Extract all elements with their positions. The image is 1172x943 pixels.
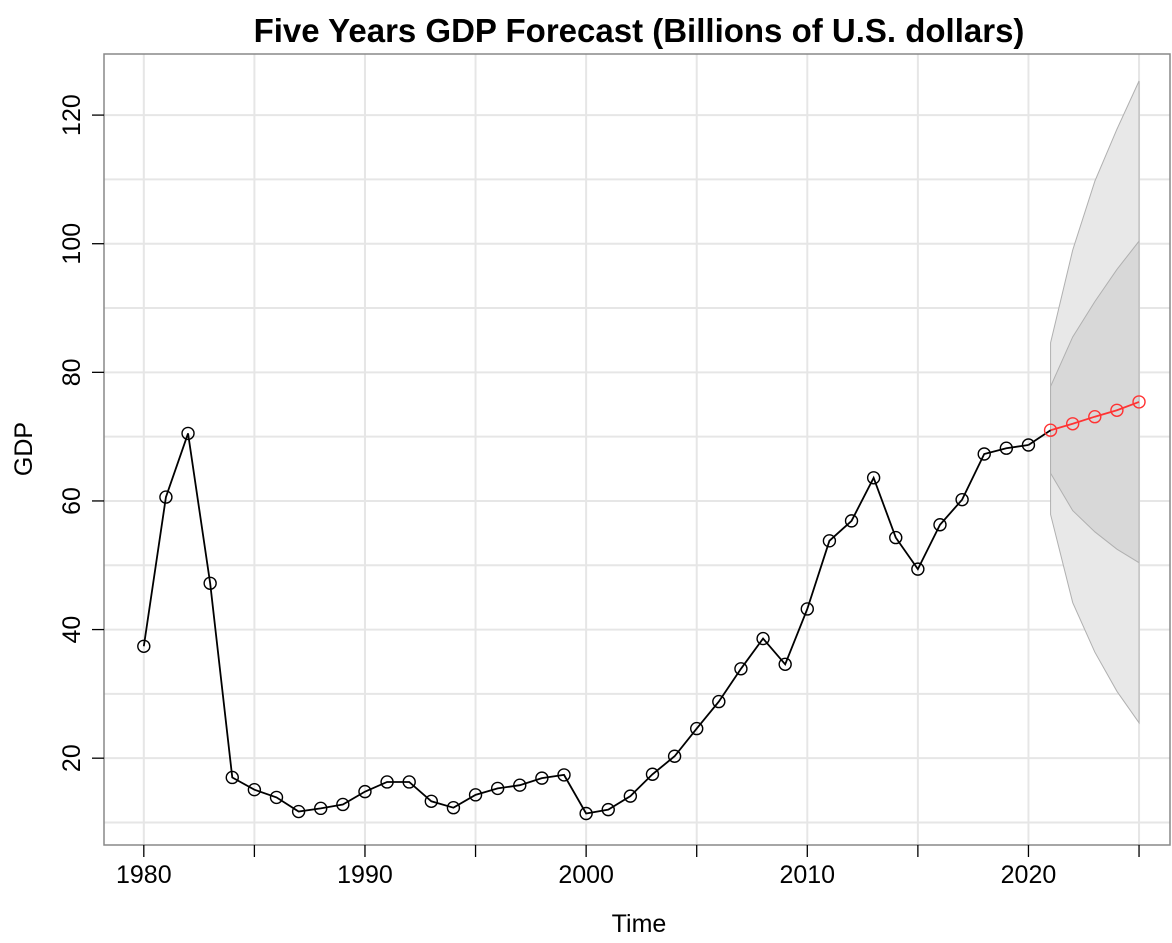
observed-point-1984	[225, 770, 239, 785]
observed-point-2003	[645, 767, 660, 781]
observed-point-2015	[911, 562, 925, 576]
observed-point-1996	[490, 781, 505, 796]
observed-point-1992	[402, 775, 416, 789]
observed-point-1988	[314, 801, 328, 816]
observed-point-2001	[601, 802, 615, 817]
observed-point-2000	[579, 806, 593, 821]
forecast-connector	[1027, 429, 1052, 446]
chart-title: Five Years GDP Forecast (Billions of U.S…	[254, 12, 1025, 49]
observed-point-2013	[866, 471, 881, 485]
observed-point-1994	[446, 801, 461, 815]
observed-point-2018	[977, 447, 991, 461]
observed-point-2005	[690, 721, 704, 736]
grid	[104, 54, 1170, 845]
forecast-point-2024	[1110, 403, 1124, 417]
observed-point-1993	[424, 794, 439, 808]
observed-point-2014	[889, 530, 903, 545]
y-tick-label-60: 60	[58, 487, 86, 515]
observed-point-2011	[822, 534, 837, 548]
observed-point-1983	[203, 576, 217, 590]
x-tick-label-2000: 2000	[558, 861, 614, 889]
observed-point-2012	[844, 514, 859, 528]
y-tick-label-40: 40	[58, 616, 86, 644]
forecast-point-2021	[1043, 423, 1058, 437]
y-tick-label-20: 20	[58, 744, 86, 772]
observed-point-2008	[756, 631, 770, 646]
x-axis: 1980 1990 2000 2010 2020	[116, 845, 1140, 889]
y-axis: 20 40 60 80 100 120	[58, 94, 104, 772]
observed-point-1981	[159, 490, 173, 504]
series-line-observed	[142, 433, 1029, 815]
observed-point-1995	[468, 788, 483, 802]
forecast-bands	[1050, 80, 1140, 725]
observed-point-1991	[380, 775, 394, 789]
y-axis-label: GDP	[10, 422, 38, 476]
x-tick-label-2010: 2010	[779, 861, 835, 889]
observed-point-2009	[778, 657, 792, 671]
observed-point-1987	[291, 804, 306, 819]
series	[137, 395, 1146, 821]
y-tick-label-80: 80	[58, 358, 86, 386]
x-tick-label-1980: 1980	[116, 861, 172, 889]
observed-point-2017	[955, 492, 969, 507]
forecast-point-2025	[1132, 395, 1146, 409]
y-tick-label-100: 100	[58, 223, 86, 265]
observed-point-2002	[623, 789, 638, 803]
observed-point-2004	[667, 749, 682, 763]
observed-point-1998	[535, 771, 549, 785]
forecast-band-80	[1050, 239, 1140, 564]
forecast-point-2023	[1088, 410, 1102, 424]
observed-point-2016	[933, 518, 947, 532]
observed-point-1997	[513, 778, 527, 792]
series-line-forecast	[1050, 401, 1140, 432]
observed-point-1999	[557, 768, 571, 782]
plot-frame	[103, 53, 1171, 846]
forecast-point-2022	[1065, 417, 1080, 431]
observed-point-2010	[800, 602, 814, 616]
observed-point-2006	[712, 694, 726, 709]
observed-point-1985	[247, 782, 262, 797]
observed-point-1986	[269, 790, 284, 805]
y-tick-label-120: 120	[58, 94, 86, 136]
x-axis-label: Time	[612, 910, 667, 938]
observed-point-1989	[336, 797, 350, 812]
observed-point-1990	[358, 784, 372, 799]
x-tick-label-1990: 1990	[337, 861, 393, 889]
observed-point-1980	[137, 639, 151, 653]
x-tick-label-2020: 2020	[1001, 861, 1057, 889]
observed-point-1982	[181, 426, 195, 441]
observed-point-2020	[1021, 438, 1036, 452]
observed-point-2007	[734, 662, 748, 676]
observed-point-2019	[999, 441, 1014, 455]
